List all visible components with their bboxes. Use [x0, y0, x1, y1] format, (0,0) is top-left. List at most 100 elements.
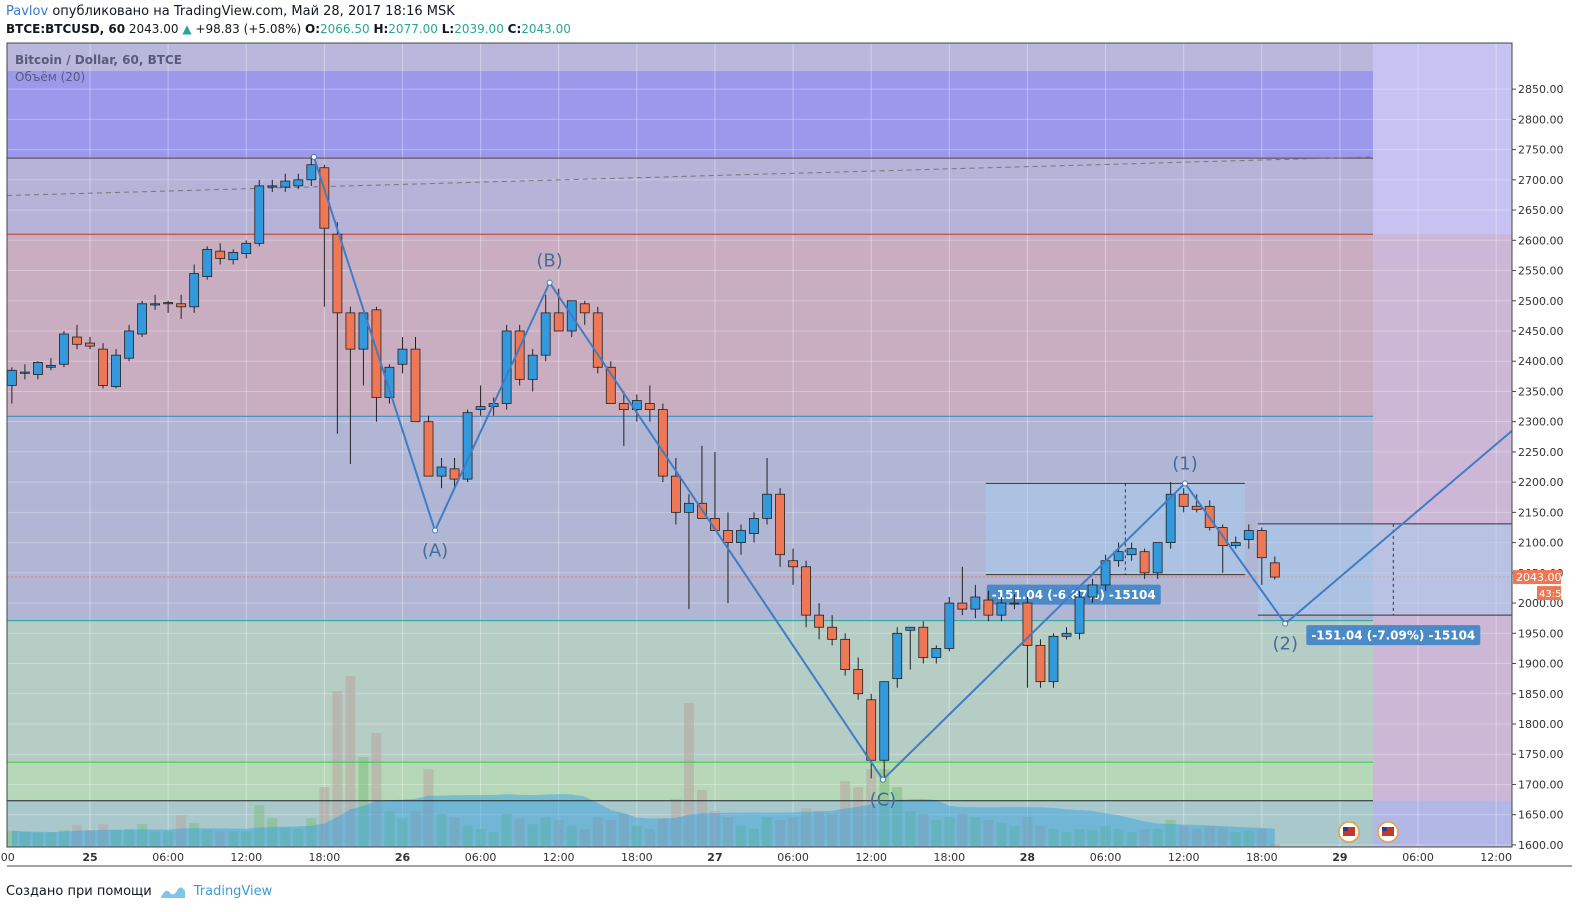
- wave-point[interactable]: [879, 776, 886, 783]
- candle[interactable]: [1113, 551, 1124, 562]
- wave-point[interactable]: [546, 279, 553, 286]
- wave-point[interactable]: [1282, 620, 1289, 627]
- candle[interactable]: [579, 303, 590, 314]
- candle[interactable]: [762, 493, 772, 519]
- candle[interactable]: [228, 251, 239, 261]
- wave-point[interactable]: [1181, 480, 1188, 487]
- candle[interactable]: [1256, 530, 1267, 559]
- candle[interactable]: [72, 336, 82, 345]
- candle[interactable]: [618, 403, 629, 410]
- candle[interactable]: [801, 566, 811, 616]
- candle[interactable]: [853, 669, 864, 695]
- candle[interactable]: [644, 403, 655, 410]
- candle[interactable]: [840, 638, 851, 670]
- candle[interactable]: [931, 648, 942, 658]
- candle[interactable]: [254, 185, 265, 244]
- candle[interactable]: [423, 421, 434, 477]
- candle[interactable]: [111, 354, 121, 388]
- candle[interactable]: [306, 164, 317, 181]
- candle[interactable]: [189, 273, 200, 308]
- candle[interactable]: [1126, 548, 1137, 556]
- horizontal-levels[interactable]: [6, 156, 1512, 802]
- candle[interactable]: [384, 366, 395, 398]
- candle[interactable]: [775, 493, 785, 556]
- candle[interactable]: [553, 312, 564, 332]
- measure-box[interactable]: [1257, 523, 1529, 616]
- candle[interactable]: [293, 179, 304, 187]
- candle[interactable]: [1243, 530, 1254, 540]
- candle[interactable]: [1230, 542, 1241, 547]
- candle[interactable]: [436, 466, 447, 477]
- candle[interactable]: [684, 502, 694, 513]
- candle[interactable]: [410, 348, 421, 423]
- tradingview-link[interactable]: TradingView: [193, 884, 273, 899]
- candle[interactable]: [657, 409, 668, 477]
- candle[interactable]: [397, 348, 408, 365]
- candle[interactable]: [1087, 584, 1098, 598]
- candle[interactable]: [814, 614, 825, 628]
- wave-point[interactable]: [310, 153, 317, 160]
- wave-point[interactable]: [432, 527, 439, 534]
- candle[interactable]: [1139, 551, 1150, 574]
- candle[interactable]: [1035, 644, 1046, 683]
- candle[interactable]: [1269, 562, 1280, 578]
- candle[interactable]: [371, 309, 382, 398]
- candle[interactable]: [671, 475, 681, 513]
- candle[interactable]: [1152, 542, 1163, 574]
- candle[interactable]: [736, 530, 746, 543]
- candle[interactable]: [46, 365, 56, 368]
- projection-line[interactable]: [1284, 429, 1513, 625]
- candle[interactable]: [1074, 596, 1085, 634]
- candle[interactable]: [983, 599, 994, 616]
- candle[interactable]: [905, 626, 916, 631]
- candle[interactable]: [970, 596, 981, 610]
- candle[interactable]: [1048, 635, 1059, 683]
- candle[interactable]: [85, 342, 95, 347]
- candle[interactable]: [475, 406, 486, 410]
- candle[interactable]: [605, 366, 616, 404]
- candle[interactable]: [280, 180, 291, 188]
- candle[interactable]: [788, 560, 798, 568]
- dashed-trendline[interactable]: [6, 156, 1374, 197]
- wave-path[interactable]: [312, 156, 1287, 782]
- candle[interactable]: [267, 185, 278, 188]
- candle[interactable]: [19, 371, 30, 374]
- candle[interactable]: [59, 333, 69, 365]
- candle[interactable]: [592, 312, 603, 368]
- candle[interactable]: [332, 233, 343, 314]
- candle[interactable]: [1191, 505, 1202, 510]
- candle[interactable]: [98, 348, 108, 386]
- candle[interactable]: [944, 602, 955, 649]
- price-chart[interactable]: -151.04 (-6.87%) -15104 -151.04 (-7.09%) …: [0, 40, 1584, 876]
- candle[interactable]: [319, 167, 330, 229]
- candle[interactable]: [996, 602, 1007, 616]
- candle[interactable]: [1009, 602, 1020, 605]
- candle[interactable]: [124, 330, 134, 359]
- candle[interactable]: [449, 468, 460, 480]
- candle[interactable]: [462, 412, 473, 480]
- candle[interactable]: [892, 632, 903, 680]
- candle[interactable]: [345, 312, 356, 350]
- candle[interactable]: [723, 530, 733, 543]
- candle[interactable]: [866, 699, 877, 761]
- author-link[interactable]: Pavlov: [6, 4, 49, 19]
- tradingview-logo-icon[interactable]: [160, 885, 186, 899]
- candle[interactable]: [150, 303, 161, 306]
- candle[interactable]: [957, 602, 968, 610]
- candle[interactable]: [137, 303, 147, 335]
- candle[interactable]: [527, 354, 538, 380]
- candle[interactable]: [540, 312, 551, 356]
- candle[interactable]: [215, 250, 226, 259]
- elliott-waves[interactable]: (A) (B) (C) (1) (2): [310, 153, 1513, 843]
- candle[interactable]: [1022, 602, 1033, 646]
- candle[interactable]: [1178, 493, 1189, 507]
- candle[interactable]: [827, 626, 838, 640]
- candle[interactable]: [1061, 632, 1072, 637]
- candle[interactable]: [1165, 493, 1176, 543]
- candle[interactable]: [241, 242, 252, 255]
- candle[interactable]: [749, 518, 759, 534]
- candles[interactable]: [6, 155, 1280, 779]
- candle[interactable]: [202, 248, 213, 277]
- candle[interactable]: [33, 362, 43, 375]
- candle[interactable]: [163, 302, 174, 305]
